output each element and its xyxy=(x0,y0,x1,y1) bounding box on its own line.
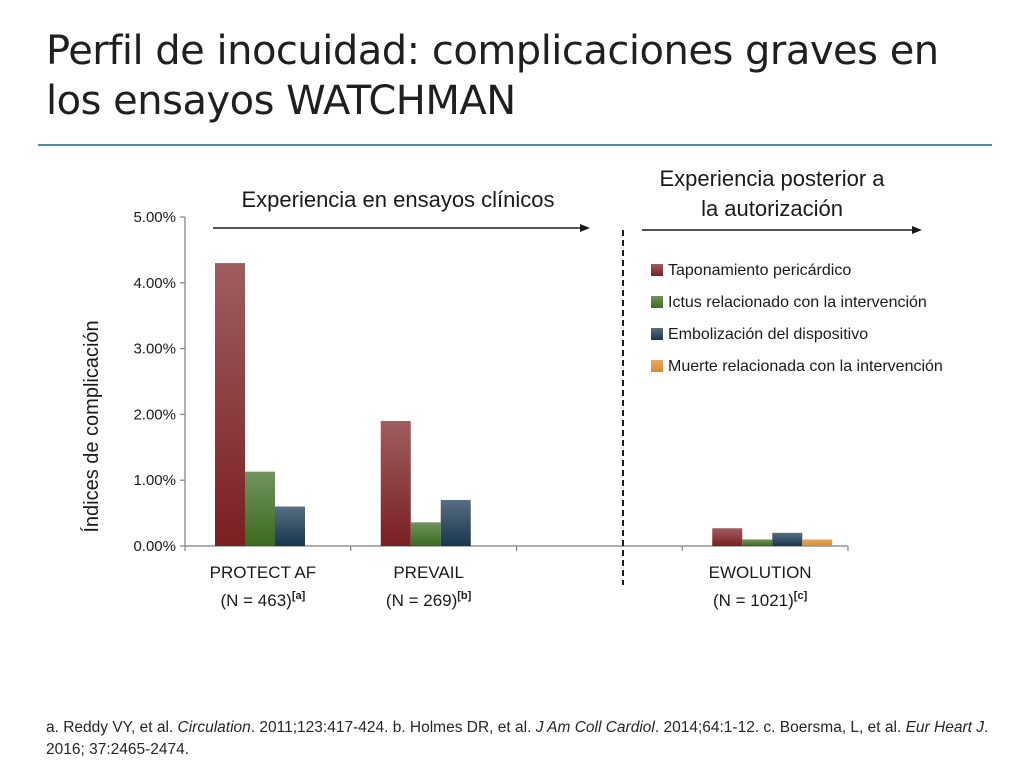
y-tick-label: 0.00% xyxy=(133,538,176,555)
y-tick-label: 4.00% xyxy=(133,275,176,292)
bar xyxy=(742,539,773,546)
post-approval-label-line-2: la autorización xyxy=(701,196,843,221)
ref-b-text: . 2011;123:417-424. b. Holmes DR, et al. xyxy=(250,719,536,736)
complication-rates-chart: 0.00% 1.00% 2.00% 3.00% 4.00% 5.00% Índices de… xyxy=(80,166,943,610)
ref-end-text: . 2016; 37:2465-2474. xyxy=(46,719,989,758)
x-category-n-label: (N = 463)[a] xyxy=(220,590,305,610)
title-divider xyxy=(38,144,992,146)
x-category-label: PROTECT AF xyxy=(210,563,316,582)
legend-swatch xyxy=(651,296,663,308)
legend-swatch xyxy=(651,328,663,340)
legend-label: Muerte relacionada con la intervención xyxy=(668,358,943,375)
bar xyxy=(215,263,245,546)
y-tick-label: 2.00% xyxy=(133,406,176,423)
x-category-n-label: (N = 1021)[c] xyxy=(713,590,808,610)
ref-a-text: a. Reddy VY, et al. xyxy=(46,719,178,736)
x-category-label: EWOLUTION xyxy=(709,563,812,582)
ref-a-journal: Circulation xyxy=(177,719,251,736)
legend-label: Ictus relacionado con la intervención xyxy=(668,294,927,311)
clinical-experience-label: Experiencia en ensayos clínicos xyxy=(241,187,554,212)
bar xyxy=(275,506,305,546)
x-category-label: PREVAIL xyxy=(393,563,464,582)
references-footnote: a. Reddy VY, et al. Circulation. 2011;12… xyxy=(46,717,996,761)
y-tick-label: 5.00% xyxy=(133,209,176,226)
y-axis-title: Índices de complicación xyxy=(80,320,103,532)
x-category-reference: [b] xyxy=(457,590,471,602)
bar xyxy=(410,522,441,546)
legend-swatch xyxy=(651,360,663,372)
slide-title-line-1: Perfil de inocuidad: complicaciones grav… xyxy=(46,28,939,74)
legend-label: Embolización del dispositivo xyxy=(668,326,868,343)
y-tick-label: 1.00% xyxy=(133,472,176,489)
y-tick-label: 3.00% xyxy=(133,341,176,358)
bar xyxy=(245,471,275,546)
clinical-experience-arrowhead xyxy=(580,224,590,232)
x-category-n-label: (N = 269)[b] xyxy=(386,590,472,610)
post-approval-arrowhead xyxy=(912,226,922,234)
post-approval-label-line-1: Experiencia posterior a xyxy=(659,166,885,191)
ref-b-journal: J Am Coll Cardiol xyxy=(535,719,655,736)
bar xyxy=(802,539,833,546)
legend-label: Taponamiento pericárdico xyxy=(668,262,851,279)
x-category-reference: [a] xyxy=(292,590,306,602)
ref-c-text: . 2014;64:1-12. c. Boersma, L, et al. xyxy=(654,719,906,736)
slide-title: Perfil de inocuidad: complicaciones grav… xyxy=(46,26,1006,126)
x-category-reference: [c] xyxy=(794,590,808,602)
bar xyxy=(380,420,411,546)
ref-c-journal: Eur Heart J xyxy=(905,719,984,736)
bar xyxy=(712,528,743,546)
legend-swatch xyxy=(651,264,663,276)
bar xyxy=(772,532,803,546)
bar xyxy=(440,499,471,546)
slide-title-line-2: los ensayos WATCHMAN xyxy=(46,78,516,124)
